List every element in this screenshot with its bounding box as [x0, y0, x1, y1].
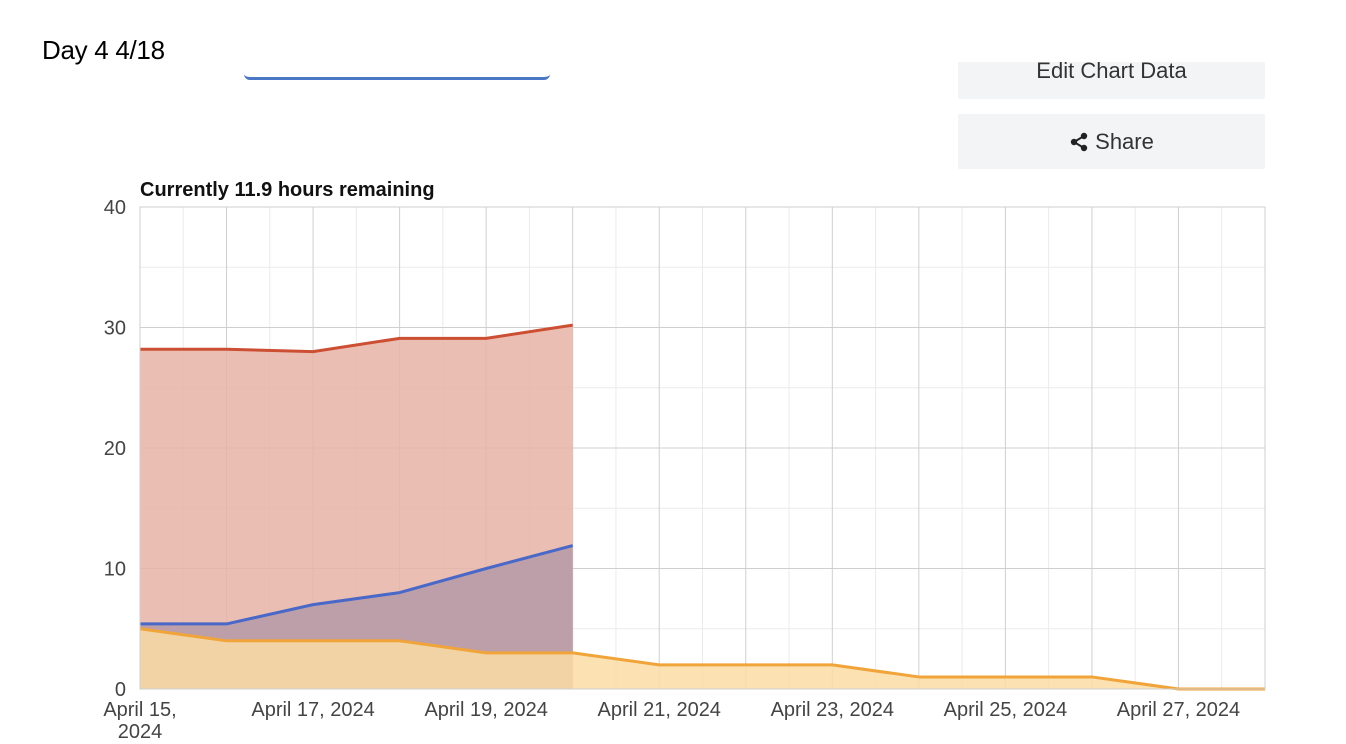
chart-title: Currently 11.9 hours remaining — [140, 179, 435, 201]
series-1-line — [140, 544, 574, 626]
y-tick-label: 40 — [104, 197, 126, 219]
x-tick-label: April 23, 2024 — [771, 699, 894, 721]
share-label: Share — [1095, 128, 1154, 154]
series-0-line — [140, 323, 573, 354]
day-label: Day 4 4/18 — [42, 35, 165, 65]
x-tick-label: April 19, 2024 — [424, 699, 547, 721]
x-tick-label: April 17, 2024 — [251, 699, 374, 721]
y-tick-label: 20 — [104, 438, 126, 460]
series-2-line — [139, 627, 1265, 691]
share-button[interactable]: Share — [958, 114, 1265, 169]
y-tick-label: 10 — [104, 559, 126, 581]
edit-chart-data-label: Edit Chart Data — [1036, 62, 1187, 83]
share-icon — [1069, 132, 1089, 152]
x-tick-label: April 21, 2024 — [598, 699, 721, 721]
x-tick-label: 2024 — [118, 721, 163, 743]
scrolled-button-edge[interactable] — [244, 72, 550, 80]
y-tick-label: 0 — [115, 679, 126, 701]
x-tick-label: April 27, 2024 — [1117, 699, 1240, 721]
x-tick-label: April 25, 2024 — [944, 699, 1067, 721]
x-tick-label: April 15, — [103, 699, 176, 721]
edit-chart-data-button[interactable]: Edit Chart Data — [958, 62, 1265, 99]
plot-border — [139, 206, 1266, 690]
y-tick-label: 30 — [104, 318, 126, 340]
